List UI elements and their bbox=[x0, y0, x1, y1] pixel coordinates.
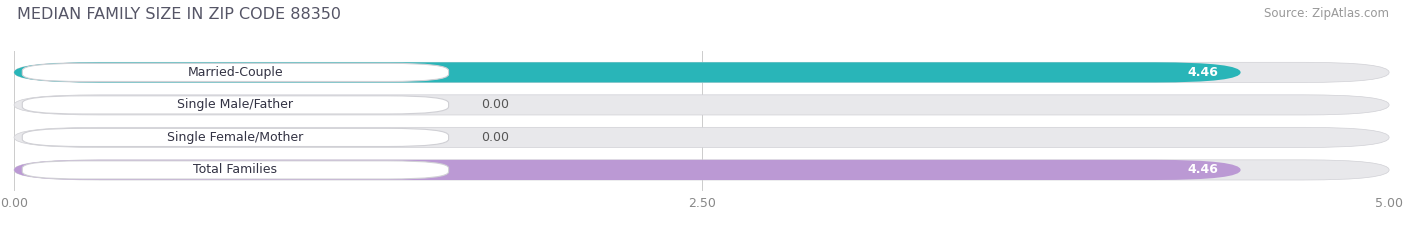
Text: Single Male/Father: Single Male/Father bbox=[177, 98, 294, 111]
Text: Married-Couple: Married-Couple bbox=[187, 66, 283, 79]
FancyBboxPatch shape bbox=[22, 161, 449, 179]
Text: 4.46: 4.46 bbox=[1188, 163, 1219, 176]
Text: MEDIAN FAMILY SIZE IN ZIP CODE 88350: MEDIAN FAMILY SIZE IN ZIP CODE 88350 bbox=[17, 7, 340, 22]
FancyBboxPatch shape bbox=[14, 160, 1240, 180]
FancyBboxPatch shape bbox=[22, 96, 449, 114]
Text: Single Female/Mother: Single Female/Mother bbox=[167, 131, 304, 144]
FancyBboxPatch shape bbox=[22, 128, 449, 147]
Text: Source: ZipAtlas.com: Source: ZipAtlas.com bbox=[1264, 7, 1389, 20]
Text: 4.46: 4.46 bbox=[1188, 66, 1219, 79]
FancyBboxPatch shape bbox=[14, 62, 1240, 82]
FancyBboxPatch shape bbox=[22, 63, 449, 82]
FancyBboxPatch shape bbox=[14, 160, 1389, 180]
Text: 0.00: 0.00 bbox=[482, 131, 509, 144]
Text: Total Families: Total Families bbox=[194, 163, 277, 176]
FancyBboxPatch shape bbox=[14, 127, 1389, 147]
FancyBboxPatch shape bbox=[14, 62, 1389, 82]
FancyBboxPatch shape bbox=[14, 95, 1389, 115]
Text: 0.00: 0.00 bbox=[482, 98, 509, 111]
